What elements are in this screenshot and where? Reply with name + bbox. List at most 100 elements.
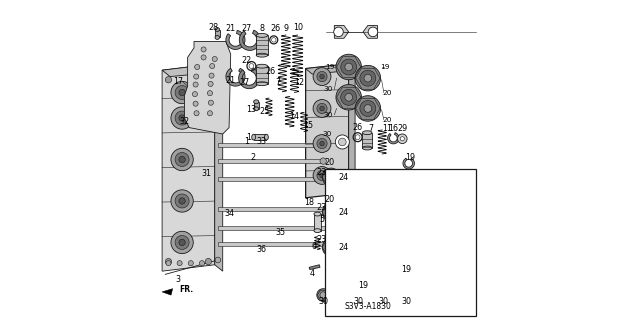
Circle shape: [194, 111, 199, 116]
Circle shape: [171, 107, 193, 129]
Circle shape: [317, 71, 327, 82]
Ellipse shape: [249, 63, 254, 69]
Bar: [218, 143, 317, 147]
Text: 15: 15: [303, 121, 314, 130]
Polygon shape: [215, 64, 223, 271]
Circle shape: [322, 168, 340, 186]
Polygon shape: [349, 64, 355, 198]
Text: 25: 25: [259, 107, 269, 116]
Text: 9: 9: [284, 24, 289, 33]
Text: 30: 30: [324, 86, 333, 92]
Polygon shape: [306, 64, 355, 74]
Bar: [253, 102, 259, 109]
Bar: [218, 226, 349, 230]
Text: 7: 7: [369, 124, 374, 133]
Circle shape: [336, 206, 342, 212]
Circle shape: [345, 63, 353, 71]
Circle shape: [171, 190, 193, 212]
Text: 19: 19: [401, 265, 411, 274]
Circle shape: [364, 74, 372, 82]
Circle shape: [194, 74, 199, 79]
Text: 2: 2: [250, 153, 255, 162]
Text: 24: 24: [338, 173, 348, 182]
Circle shape: [313, 100, 331, 117]
Circle shape: [179, 115, 186, 121]
Bar: [218, 207, 339, 211]
Text: 14: 14: [289, 112, 299, 121]
Circle shape: [215, 257, 221, 263]
Circle shape: [326, 289, 339, 301]
Text: 19: 19: [326, 64, 335, 70]
Circle shape: [328, 244, 334, 250]
Text: 27: 27: [239, 78, 249, 87]
Bar: [256, 66, 268, 84]
Circle shape: [340, 89, 356, 105]
Circle shape: [195, 64, 200, 70]
Text: 10: 10: [292, 23, 303, 32]
Ellipse shape: [256, 82, 268, 85]
Circle shape: [201, 47, 206, 52]
Text: 20: 20: [324, 195, 335, 204]
Ellipse shape: [215, 35, 220, 39]
Circle shape: [320, 74, 324, 79]
Text: 17: 17: [173, 77, 184, 86]
Text: 34: 34: [224, 209, 234, 218]
Text: 19: 19: [358, 281, 368, 290]
Bar: [362, 133, 372, 148]
Text: 24: 24: [338, 208, 348, 217]
Circle shape: [355, 65, 381, 91]
Circle shape: [205, 77, 212, 83]
Text: 13: 13: [246, 105, 257, 114]
Polygon shape: [239, 68, 260, 89]
Polygon shape: [184, 41, 230, 134]
Bar: [215, 29, 220, 37]
Text: 26: 26: [270, 24, 280, 33]
Circle shape: [330, 292, 336, 298]
Text: 1: 1: [246, 133, 251, 142]
Text: 28: 28: [208, 23, 218, 32]
Circle shape: [360, 100, 376, 116]
Circle shape: [175, 111, 189, 125]
Text: 19: 19: [405, 153, 415, 162]
Circle shape: [345, 93, 353, 101]
Circle shape: [317, 103, 327, 114]
Circle shape: [201, 55, 206, 60]
Circle shape: [188, 261, 193, 266]
Polygon shape: [226, 30, 245, 49]
Text: 30: 30: [323, 112, 332, 118]
Circle shape: [339, 138, 346, 146]
Circle shape: [193, 82, 198, 87]
Circle shape: [193, 101, 198, 106]
Polygon shape: [226, 68, 245, 86]
Ellipse shape: [271, 38, 276, 42]
Circle shape: [364, 105, 372, 112]
Circle shape: [320, 292, 326, 298]
Text: S3V3-A1830: S3V3-A1830: [344, 302, 391, 311]
Text: 30: 30: [379, 297, 388, 306]
Bar: [218, 159, 323, 163]
Text: 3: 3: [176, 275, 181, 284]
Bar: [314, 214, 321, 231]
Text: 21: 21: [225, 24, 235, 33]
Circle shape: [403, 292, 410, 298]
Circle shape: [335, 135, 349, 149]
Circle shape: [346, 225, 352, 231]
Circle shape: [179, 156, 186, 163]
Bar: [218, 242, 339, 246]
Circle shape: [325, 206, 337, 218]
Polygon shape: [162, 64, 223, 77]
Circle shape: [207, 91, 212, 96]
Circle shape: [175, 194, 189, 208]
Circle shape: [165, 258, 172, 265]
Ellipse shape: [253, 100, 259, 104]
Ellipse shape: [264, 134, 268, 140]
Circle shape: [207, 111, 212, 116]
Text: 6: 6: [311, 242, 316, 251]
Circle shape: [368, 27, 378, 37]
Circle shape: [336, 241, 342, 247]
Ellipse shape: [256, 33, 268, 37]
Text: 26: 26: [353, 123, 363, 132]
Circle shape: [355, 96, 381, 121]
Text: 33: 33: [256, 137, 266, 146]
Bar: [324, 169, 476, 316]
